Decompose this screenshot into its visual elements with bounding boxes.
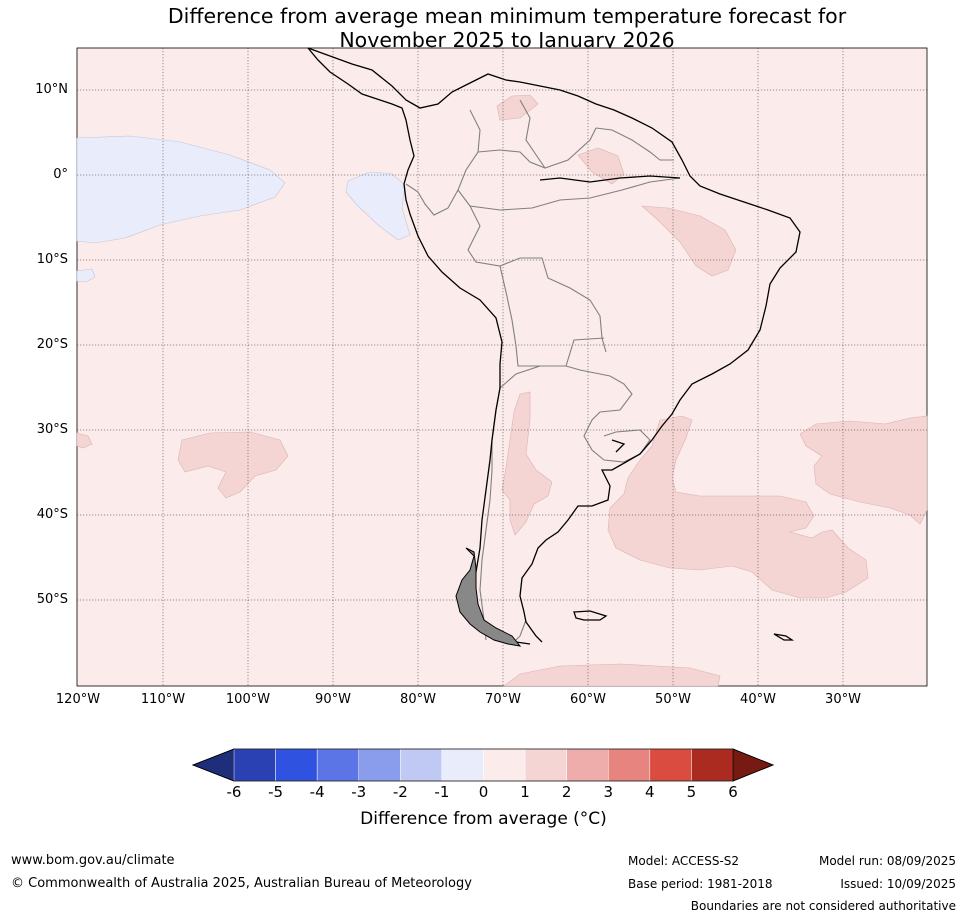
cool-anomaly-region [76,135,286,244]
lon-label: 80°W [400,692,436,707]
colorbar-segment [483,748,526,782]
colorbar-segment [691,748,734,782]
title-line-1: Difference from average mean minimum tem… [167,4,847,28]
colorbar-label: Difference from average (°C) [360,809,607,829]
lat-label: 10°S [36,252,68,267]
lon-label: 50°W [655,692,691,707]
colorbar-extend-min [191,748,235,782]
lat-label: 40°S [36,507,68,522]
colorbar-tick-label: -5 [268,783,284,801]
issued-text: Issued: 10/09/2025 [840,877,956,891]
lon-label: 110°W [140,692,186,707]
colorbar-extend-max [732,748,775,782]
lon-label: 60°W [570,692,606,707]
colorbar-segment [441,748,484,782]
colorbar-segment [275,748,318,782]
lon-label: 120°W [55,692,101,707]
lon-label: 30°W [825,692,861,707]
colorbar-tick-label: -1 [434,783,450,801]
lat-label: 30°S [36,422,68,437]
lon-label: 40°W [740,692,776,707]
website-link[interactable]: www.bom.gov.au/climate [11,853,175,868]
disclaimer-text: Boundaries are not considered authoritat… [690,899,956,913]
colorbar-segment [316,748,359,782]
lon-label: 70°W [485,692,521,707]
colorbar-segment [608,748,651,782]
archipelago [455,547,522,647]
copyright-text: © Commonwealth of Australia 2025, Austra… [11,876,472,891]
model-text: Model: ACCESS-S2 [628,854,740,868]
lat-label: 50°S [36,592,68,607]
graticule [77,48,927,686]
colorbar-segment [233,748,276,782]
colorbar-tick-label: -6 [226,783,242,801]
colorbar-segment [566,748,609,782]
base-period-text: Base period: 1981-2018 [628,877,773,891]
lon-label: 100°W [225,692,271,707]
lat-label: 20°S [36,337,68,352]
colorbar-tick-label: 6 [728,783,738,801]
colorbar-tick-label: 4 [645,783,655,801]
colorbar-tick-label: 2 [561,783,572,801]
lon-label: 90°W [315,692,351,707]
colorbar-tick-label: 1 [520,783,530,801]
colorbar-segment [524,748,567,782]
chart-title: Difference from average mean minimum tem… [0,4,965,52]
colorbar-outline [191,748,775,782]
colorbar-tick-label: 0 [478,783,489,801]
lat-label: 0° [53,167,68,182]
colorbar-segment [649,748,692,782]
colorbar-segment [400,748,443,782]
colorbar-segment [358,748,401,782]
colorbar-tick-label: -2 [392,783,408,801]
lat-label: 10°N [35,82,68,97]
cool-anomaly-region [76,268,96,283]
colorbar-tick-label: -3 [351,783,367,801]
colorbar-tick-label: 3 [603,783,614,801]
model-run-text: Model run: 08/09/2025 [818,854,956,868]
colorbar-tick-label: -4 [309,783,325,801]
cool-anomaly-region [345,171,411,241]
colorbar-tick-label: 5 [686,783,697,801]
